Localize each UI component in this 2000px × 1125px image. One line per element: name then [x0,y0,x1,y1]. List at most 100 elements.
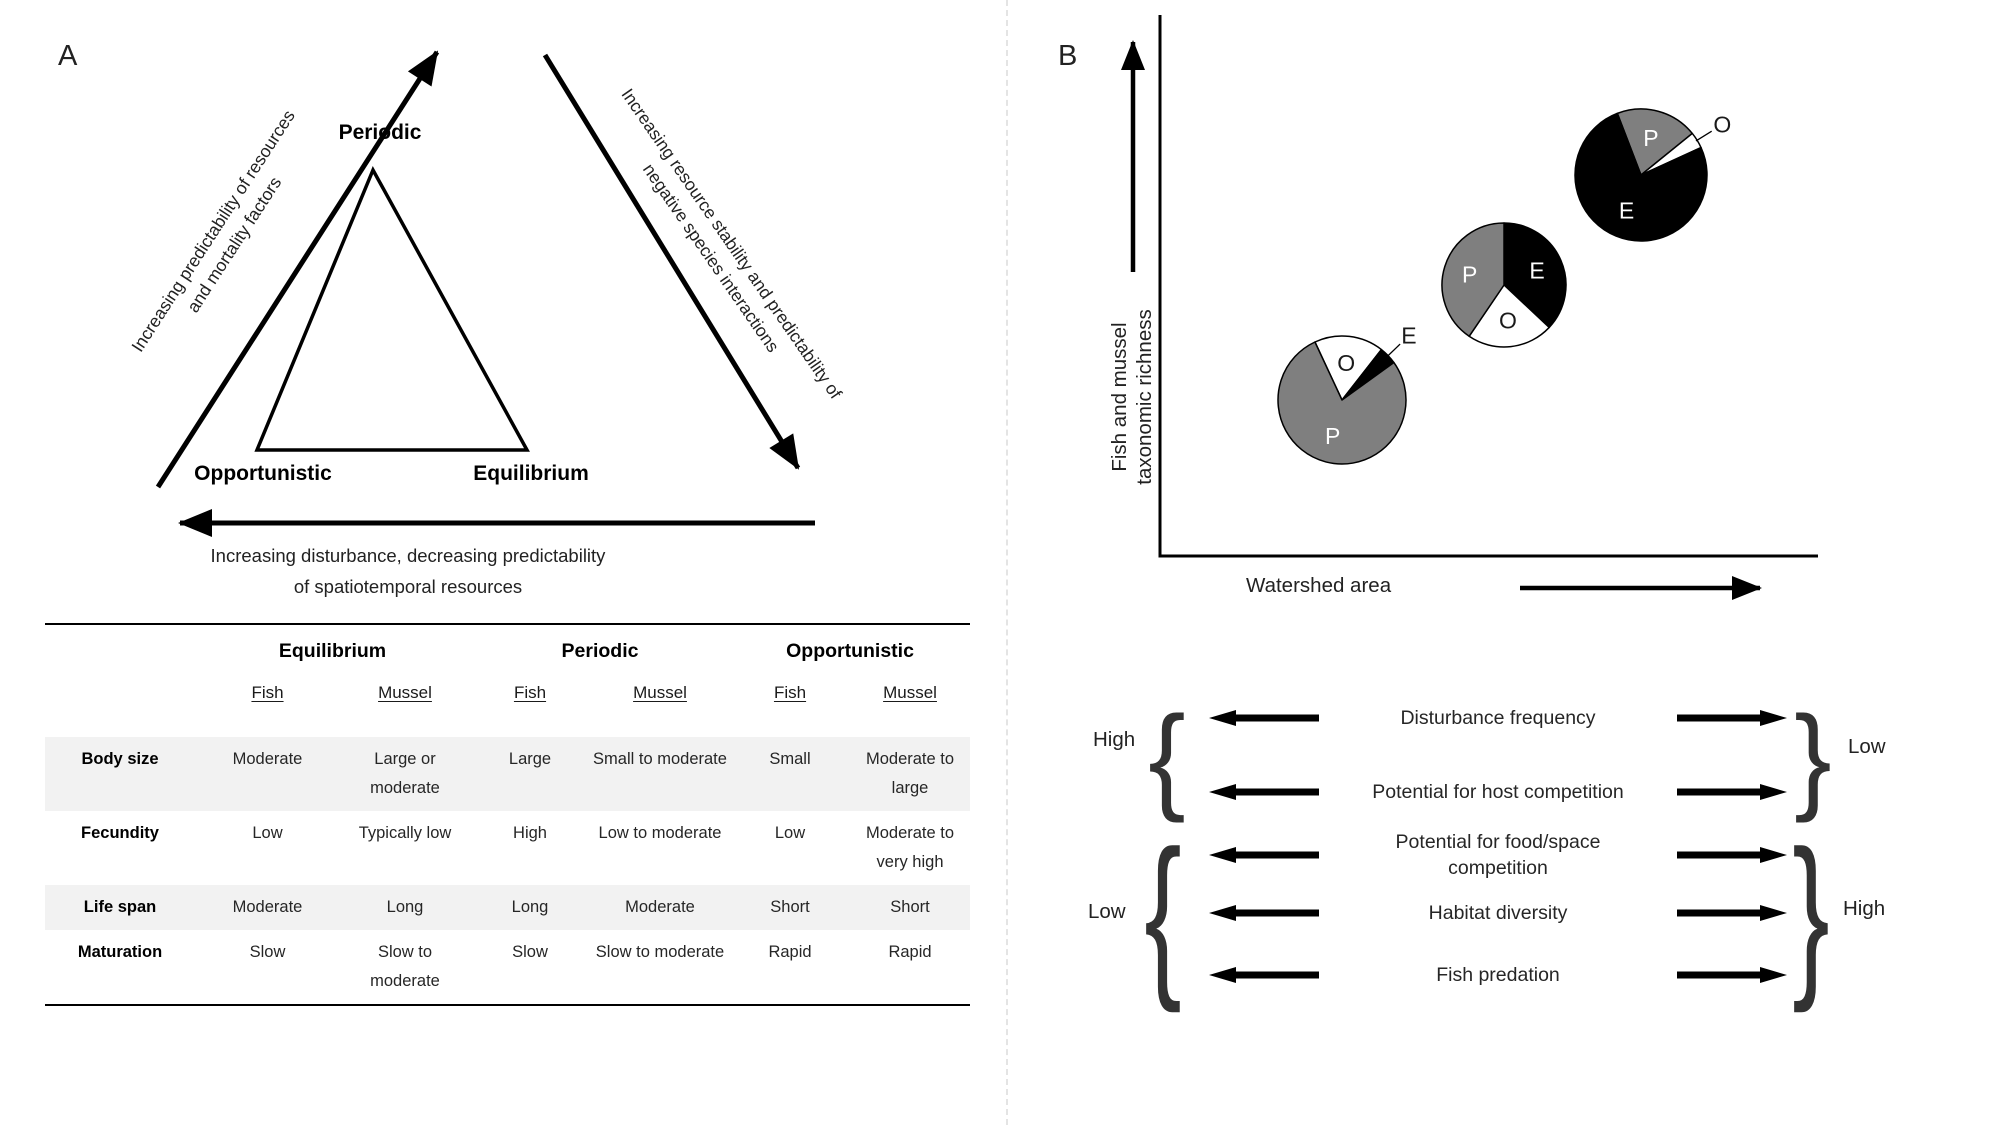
panel-separator [1006,0,1008,1125]
panel-a-diagram [155,50,815,537]
trait-label: Body size [81,750,159,768]
gradient-row: Potential for food/space competition [1208,818,1788,892]
pie-slice-E [1574,112,1708,242]
table-row: Maturation Slow Slow to moderate Slow Slow t… [45,930,970,1005]
table-cell: Moderate [625,898,695,916]
table-cell: Slow to moderate [370,943,440,990]
taxon-header: Fish [513,683,547,702]
group1-brace-left-icon: { [1148,691,1186,824]
trait-label: Fecundity [81,824,159,842]
table-cell: Low to moderate [598,824,722,842]
taxon-header: Mussel [378,683,432,702]
left-arrow-icon [1209,847,1319,863]
pie-large-watershed: P O E [1574,108,1731,242]
table-cell: Rapid [888,943,932,961]
table-cell: Low [774,824,806,842]
life-history-triangle [254,165,530,452]
table-cell: Small to moderate [593,750,727,768]
table-row: Fecundity Low Typically low High Low to mode… [45,811,970,885]
triangle-bottom-left-label: Opportunistic [194,462,332,485]
right-arrow-icon [1677,784,1787,800]
table-cell: Short [890,898,930,916]
gradient-row-label: Fish predation [1436,964,1560,986]
bottom-arrow-caption: Increasing disturbance, decreasing predi… [210,545,606,597]
table-cell: Typically low [358,824,452,842]
gradient-row-label: Disturbance frequency [1400,707,1596,729]
table-cell: Small [769,750,811,768]
pie-medium-watershed: EOP [1441,222,1567,348]
right-arrow-icon [1677,967,1787,983]
gradient-row-label: Potential for host competition [1372,781,1624,803]
table-cell: Moderate [232,750,303,768]
strategy-header-opportunistic: Opportunistic [786,640,914,662]
strategy-header-periodic: Periodic [561,640,639,662]
table-cell: Large or moderate [370,750,440,797]
group1-left-label: High [1093,728,1136,751]
table-cell: Slow [512,943,548,961]
gradient-row: Potential for host competition [1208,770,1788,814]
pie-slice-P [1277,341,1407,465]
pie-label-leader-line [1386,343,1401,357]
x-axis-label: Watershed area [1246,574,1392,597]
pie-slice-label-E: E [1529,258,1544,284]
pie-slice-label-P: P [1325,423,1340,449]
right-arrow-icon [1677,710,1787,726]
strategy-header-equilibrium: Equilibrium [278,640,387,662]
left-arrow-icon [1209,905,1319,921]
pie-slice-O [1468,284,1550,348]
right-arrow-icon [1677,905,1787,921]
gradient-row-label: Potential for food/space competition [1395,831,1601,879]
table-cell: Moderate to very high [865,824,955,871]
pie-slice-label-P: P [1462,261,1477,287]
group1-right-label: Low [1848,735,1886,758]
pie-slice-label-E: E [1619,197,1634,223]
table-cell: High [513,824,547,842]
table-cell: Slow [249,943,286,961]
right-arrow-icon [1677,847,1787,863]
pie-slice-E [1503,222,1567,329]
taxon-header: Fish [773,683,807,702]
table-cell: Low [252,824,283,842]
pie-label-leader-line [1695,130,1713,142]
left-arrow-icon [1209,710,1319,726]
table-cell: Long [386,898,424,916]
table-cell: Moderate [232,898,303,916]
left-arrow-icon [1209,967,1319,983]
table-cell: Large [508,750,552,768]
pie-slice-label-O: O [1713,112,1731,138]
group2-right-label: High [1843,897,1886,920]
left-arrow-icon [1209,784,1319,800]
triangle-bottom-right-label: Equilibrium [473,462,589,485]
taxon-header: Mussel [633,683,687,702]
group1-brace-right-icon: } [1794,691,1832,824]
pie-slice-label-P: P [1643,125,1658,151]
taxon-header: Fish [251,683,284,702]
table-cell: Rapid [768,943,812,961]
table-cell: Moderate to large [865,750,955,797]
gradient-row: Habitat diversity [1208,891,1788,935]
table-cell: Slow to moderate [595,943,725,961]
group2-brace-left-icon: { [1144,813,1182,1013]
pie-small-watershed: O E P [1277,323,1417,465]
trait-table-wrap: Equilibrium Periodic Opportunistic Fish Muss… [45,623,971,1006]
trait-label: Maturation [77,943,163,961]
trait-label: Life span [83,898,157,916]
group2-left-label: Low [1088,900,1126,923]
pie-slice-P [1616,108,1694,176]
table-row: Body size Moderate Large or moderate Large S… [45,737,971,811]
table-row: Life span Moderate Long Long Moderate Short Sh… [45,885,971,930]
gradient-row: Fish predation [1208,953,1788,997]
gradient-row-label: Habitat diversity [1428,902,1568,924]
pie-slice-label-O: O [1337,350,1355,376]
triangle-apex-label: Periodic [338,121,422,144]
group2-brace-right-icon: } [1792,813,1830,1013]
pie-slice-label-O: O [1499,308,1517,334]
taxon-header: Mussel [883,683,937,702]
gradient-row: Disturbance frequency [1208,696,1788,740]
trait-table: Equilibrium Periodic Opportunistic Fish Muss… [45,623,971,1006]
table-cell: Long [511,898,549,916]
panel-a-label: A [58,40,78,72]
resource-stability-arrow [542,53,801,470]
